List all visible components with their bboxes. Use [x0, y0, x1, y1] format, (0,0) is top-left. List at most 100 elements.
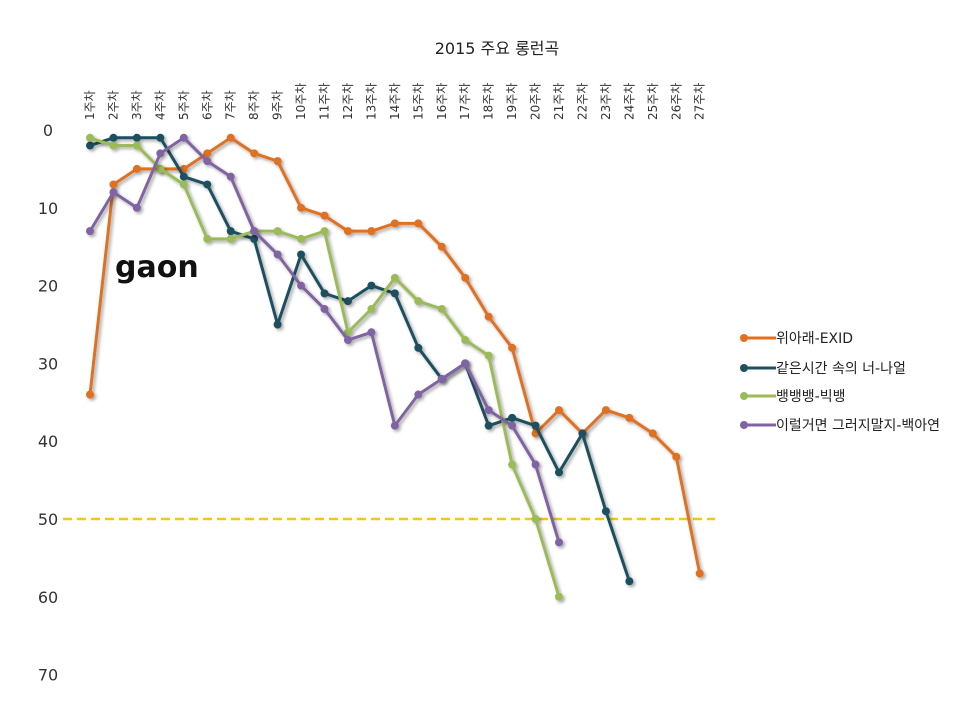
data-point: [367, 304, 376, 313]
legend-item: 뱅뱅뱅-빅뱅: [740, 389, 845, 405]
series-line: [88, 136, 561, 543]
data-point: [414, 343, 423, 352]
data-point: [226, 133, 235, 142]
legend-item: 위아래-EXID: [740, 331, 853, 347]
data-point: [86, 227, 94, 236]
data-point: [601, 406, 610, 415]
data-point: [86, 133, 94, 142]
data-point: [601, 507, 610, 516]
data-point: [132, 133, 141, 142]
data-point: [484, 421, 493, 430]
x-tick-label: 4주차: [153, 90, 167, 120]
y-tick-label: 50: [38, 510, 58, 529]
series-3: [86, 133, 563, 601]
data-point: [250, 149, 259, 158]
y-tick-label: 40: [38, 432, 58, 451]
data-point: [484, 406, 493, 415]
x-tick-label: 6주차: [200, 90, 214, 120]
data-point: [109, 141, 118, 150]
data-point: [156, 164, 165, 173]
x-tick-label: 17주차: [458, 83, 472, 120]
data-point: [273, 250, 282, 259]
data-point: [508, 343, 517, 352]
data-point: [695, 569, 704, 578]
data-point: [390, 289, 399, 298]
data-point: [555, 468, 563, 477]
data-point: [250, 227, 259, 236]
data-point: [132, 141, 141, 150]
data-point: [203, 157, 212, 166]
data-point: [156, 133, 165, 142]
series-line: [89, 136, 561, 598]
data-point: [437, 374, 446, 383]
data-point: [109, 180, 118, 189]
x-axis-ticks: 1주차 2주차 3주차 4주차 5주차 6주차 7주차 8주차 9주차 10주차 11주차 12주차 1…: [83, 83, 707, 120]
data-point: [226, 227, 235, 236]
gaon-logo: gaon: [115, 250, 199, 285]
data-point: [531, 460, 540, 469]
data-point: [297, 250, 306, 259]
data-point: [343, 227, 352, 236]
x-tick-label: 25주차: [646, 83, 660, 120]
data-point: [320, 289, 329, 298]
data-point: [226, 172, 235, 181]
legend-item: 이럴거면 그러지말지-백아연: [740, 418, 940, 434]
data-point: [484, 312, 493, 321]
x-tick-label: 8주차: [247, 90, 261, 120]
data-point: [203, 149, 212, 158]
data-point: [414, 297, 423, 306]
data-point: [508, 421, 517, 430]
series-line: [89, 136, 631, 582]
x-tick-label: 18주차: [482, 83, 496, 120]
data-point: [367, 281, 376, 290]
data-point: [461, 336, 470, 345]
x-tick-label: 11주차: [318, 83, 332, 120]
y-axis-ticks: 0 10 20 30 40 50 60 70: [38, 121, 58, 685]
data-point: [297, 234, 306, 243]
data-point: [156, 149, 165, 158]
x-tick-label: 15주차: [411, 83, 425, 120]
data-point: [367, 227, 376, 236]
y-tick-label: 10: [38, 199, 58, 218]
x-tick-label: 14주차: [388, 83, 402, 120]
data-point: [437, 304, 446, 313]
data-point: [297, 203, 306, 212]
x-tick-label: 23주차: [599, 83, 613, 120]
series-2: [86, 133, 634, 586]
data-point: [414, 390, 423, 399]
y-tick-label: 70: [38, 666, 58, 685]
x-tick-label: 16주차: [435, 83, 449, 120]
series-layer: [86, 133, 704, 601]
logo-text: gaon: [115, 250, 199, 285]
x-tick-label: 9주차: [271, 90, 285, 120]
y-tick-label: 0: [43, 121, 53, 140]
data-point: [273, 320, 282, 329]
x-tick-label: 19주차: [505, 83, 519, 120]
data-point: [508, 413, 517, 422]
data-point: [179, 172, 188, 181]
x-tick-label: 22주차: [575, 83, 589, 120]
x-tick-label: 24주차: [622, 83, 636, 120]
data-point: [390, 219, 399, 228]
x-tick-label: 3주차: [130, 90, 144, 120]
data-point: [86, 390, 94, 399]
data-point: [390, 421, 399, 430]
legend-label: 위아래-EXID: [776, 331, 853, 347]
y-tick-label: 60: [38, 588, 58, 607]
x-tick-label: 27주차: [693, 83, 707, 120]
series-4: [86, 133, 563, 547]
data-point: [203, 180, 212, 189]
data-point: [179, 180, 188, 189]
data-point: [625, 413, 634, 422]
legend-swatch-dot: [740, 364, 748, 372]
x-tick-label: 21주차: [552, 83, 566, 120]
data-point: [437, 242, 446, 251]
x-tick-label: 20주차: [529, 83, 543, 120]
data-point: [320, 211, 329, 220]
data-point: [390, 273, 399, 282]
chart-title: 2015 주요 롱런곡: [435, 39, 560, 58]
data-point: [531, 515, 540, 523]
data-point: [226, 234, 235, 243]
data-point: [555, 538, 563, 547]
